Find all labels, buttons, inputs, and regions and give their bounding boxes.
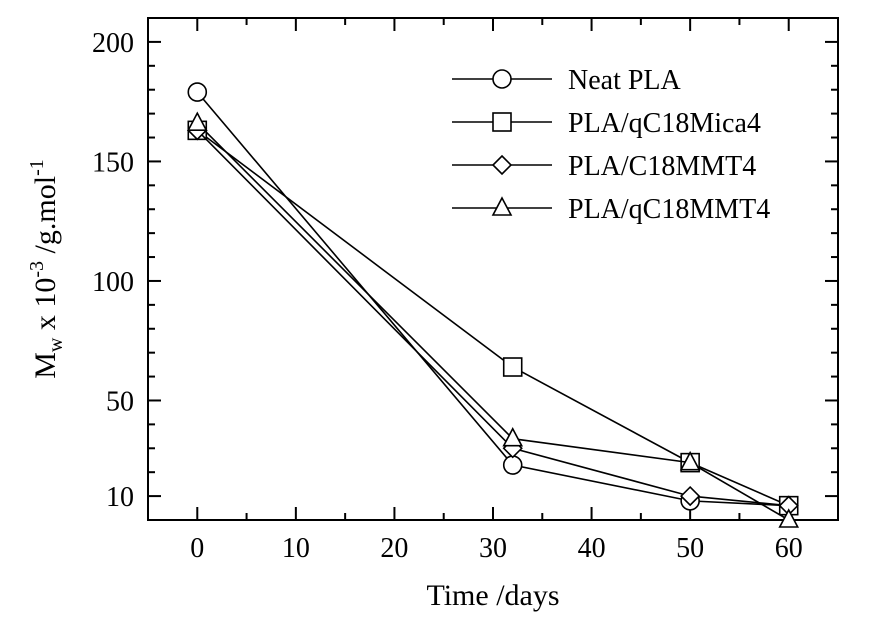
x-tick-label: 0 [190,533,204,564]
legend-entry: PLA/C18MMT4 [452,151,756,182]
series-line [196,129,789,507]
y-axis-unit-exponent: -1 [26,159,48,176]
x-tick-label: 60 [775,533,803,564]
data-point [187,82,208,102]
x-tick-label: 40 [578,533,606,564]
legend: Neat PLA PLA/qC18Mica4 PLA/C18MMT4 PLA/qC18… [452,65,770,225]
data-point [680,485,701,507]
x-tick-label: 50 [676,533,704,564]
y-axis-subscript: w [45,337,67,352]
y-tick-label: 200 [92,28,134,59]
legend-entry: Neat PLA [452,65,682,96]
legend-label: PLA/C18MMT4 [568,151,756,182]
data-point [502,427,524,447]
data-point [679,450,701,471]
y-axis-multiplier: x 10 [29,278,62,338]
legend-label: PLA/qC18MMT4 [568,194,770,225]
plot-frame [147,17,839,521]
legend-label: PLA/qC18Mica4 [568,108,761,139]
legend-marker [491,196,513,216]
series-line [196,122,790,521]
tick-labels: 0 10 20 30 40 50 60 10 50 100 150 200 [92,28,803,564]
legend-marker [492,69,512,89]
legend-marker [491,154,513,176]
y-axis-unit: /g.mol [29,176,62,261]
y-axis-exponent: -3 [26,261,48,278]
y-tick-label: 150 [92,147,134,178]
y-tick-label: 10 [106,482,134,513]
x-tick-label: 20 [380,533,408,564]
series-line [196,91,789,507]
y-axis-symbol: M [29,352,62,379]
data-point [502,455,523,475]
legend-label: Neat PLA [568,65,682,96]
legend-marker [492,112,512,132]
x-axis-title: Time /days [426,579,559,612]
y-tick-label: 100 [92,267,134,298]
data-point [778,508,800,528]
series-line [196,129,790,507]
legend-entry: PLA/qC18Mica4 [452,108,761,139]
data-point [502,357,523,377]
y-axis-title: Mw x 10-3 /g.mol-1 [26,159,67,379]
axis-ticks [147,17,839,521]
y-tick-label: 50 [106,386,134,417]
data-point [186,111,208,131]
series-triangle [186,111,800,528]
series-circle [187,82,799,516]
x-tick-label: 10 [282,533,310,564]
series-layer [186,82,800,528]
x-tick-label: 30 [479,533,507,564]
legend-entry: PLA/qC18MMT4 [452,194,770,225]
